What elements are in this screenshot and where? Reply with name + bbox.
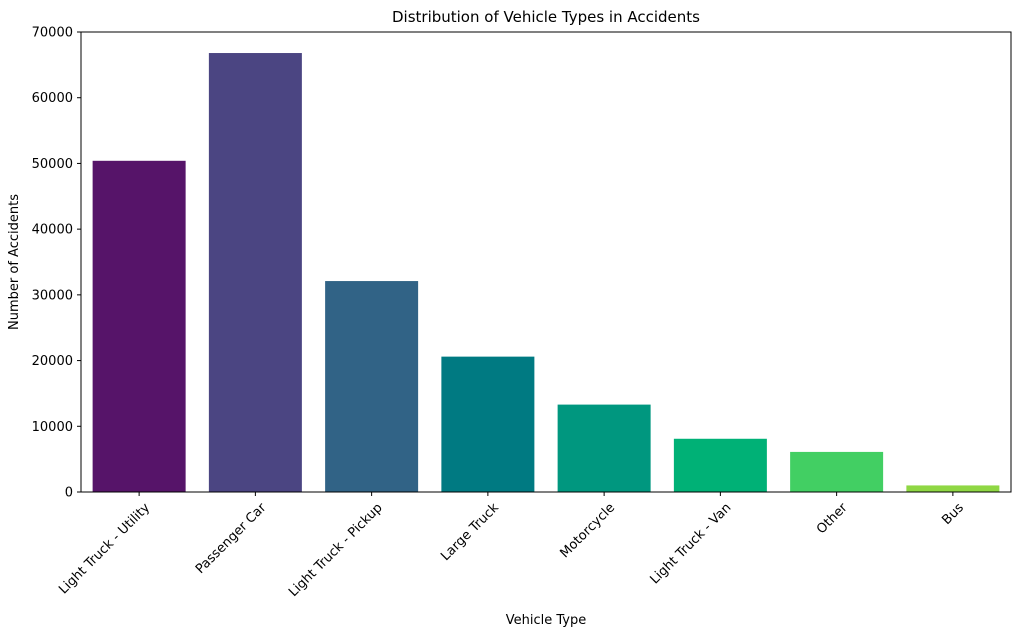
bar-6 (673, 438, 767, 492)
y-tick-label: 60000 (32, 91, 73, 106)
y-tick-label: 10000 (32, 420, 73, 435)
plot-frame (80, 31, 1012, 493)
y-tick-label: 20000 (32, 354, 73, 369)
x-tick-label: Bus (939, 500, 967, 528)
y-tick-label: 30000 (32, 288, 73, 303)
x-tick-label: Other (814, 500, 851, 537)
x-tick-label: Passenger Car (193, 500, 270, 577)
bar-7 (790, 451, 884, 492)
y-tick-label: 0 (65, 486, 73, 501)
plot-area (92, 53, 1000, 493)
y-tick-label: 50000 (32, 157, 73, 172)
y-axis-label: Number of Accidents (7, 194, 22, 330)
chart-title: Distribution of Vehicle Types in Acciden… (392, 8, 700, 26)
bar-5 (557, 404, 651, 492)
x-axis-label: Vehicle Type (506, 613, 586, 628)
x-tick-label: Light Truck - Pickup (286, 500, 386, 600)
x-axis-ticks: Light Truck - Utility Passenger Car Light … (56, 492, 967, 600)
y-axis-ticks: 0 10000 20000 30000 40000 50000 60000 70000 (32, 26, 81, 501)
bar-1 (92, 160, 186, 493)
bar-8 (906, 485, 1000, 492)
bar-4 (441, 356, 535, 492)
y-tick-label: 70000 (32, 26, 73, 41)
bar-2 (208, 53, 302, 493)
x-tick-label: Large Truck (438, 500, 502, 564)
x-tick-label: Light Truck - Utility (56, 500, 153, 597)
y-tick-label: 40000 (32, 223, 73, 238)
x-tick-label: Motorcycle (557, 500, 618, 561)
bar-3 (325, 281, 419, 492)
x-tick-label: Light Truck - Van (648, 500, 735, 587)
